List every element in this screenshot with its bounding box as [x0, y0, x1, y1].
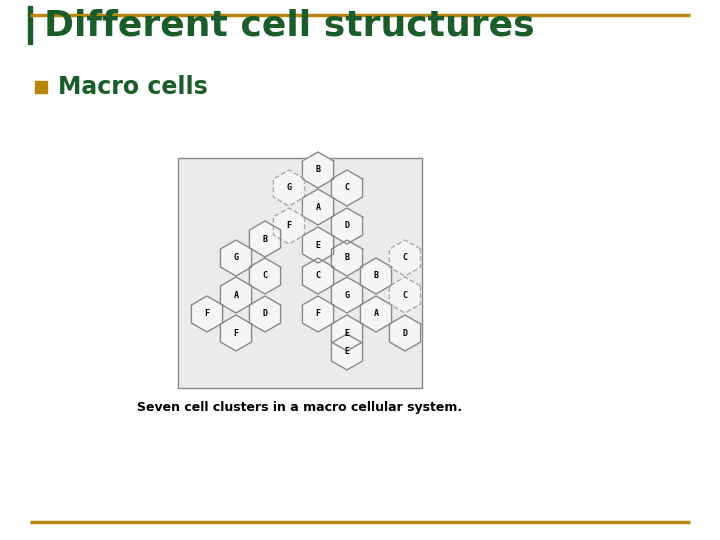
Polygon shape — [331, 208, 363, 244]
Polygon shape — [302, 296, 333, 332]
Text: E: E — [344, 348, 349, 356]
Text: A: A — [315, 202, 320, 212]
Text: F: F — [233, 328, 238, 338]
Polygon shape — [390, 277, 420, 313]
Text: Seven cell clusters in a macro cellular system.: Seven cell clusters in a macro cellular … — [138, 402, 462, 415]
Text: E: E — [315, 240, 320, 249]
Polygon shape — [302, 189, 333, 225]
Polygon shape — [220, 277, 251, 313]
Text: F: F — [204, 309, 210, 319]
Polygon shape — [331, 170, 363, 206]
Text: B: B — [315, 165, 320, 174]
Polygon shape — [331, 277, 363, 313]
Text: B: B — [374, 272, 379, 280]
Polygon shape — [331, 334, 363, 370]
Text: Macro cells: Macro cells — [58, 75, 208, 99]
Polygon shape — [331, 315, 363, 351]
Text: E: E — [344, 328, 349, 338]
Text: D: D — [263, 309, 268, 319]
Polygon shape — [249, 258, 281, 294]
Polygon shape — [390, 240, 420, 276]
Polygon shape — [302, 227, 333, 263]
Polygon shape — [220, 315, 251, 351]
Text: F: F — [315, 309, 320, 319]
Text: C: C — [344, 184, 349, 192]
Text: G: G — [287, 184, 292, 192]
Polygon shape — [274, 208, 305, 244]
Bar — [28, 6, 32, 44]
Text: D: D — [344, 221, 349, 231]
Polygon shape — [249, 296, 281, 332]
Text: C: C — [315, 272, 320, 280]
Polygon shape — [220, 240, 251, 276]
Polygon shape — [390, 315, 420, 351]
Text: G: G — [233, 253, 238, 262]
Polygon shape — [361, 258, 392, 294]
Polygon shape — [302, 152, 333, 188]
Text: A: A — [233, 291, 238, 300]
Text: B: B — [344, 253, 349, 262]
Polygon shape — [274, 170, 305, 206]
Text: F: F — [287, 221, 292, 231]
Bar — [178, 158, 422, 388]
Text: D: D — [402, 328, 408, 338]
Polygon shape — [192, 296, 222, 332]
Polygon shape — [361, 296, 392, 332]
Text: C: C — [402, 291, 408, 300]
Text: C: C — [402, 253, 408, 262]
Text: B: B — [263, 234, 268, 244]
Text: C: C — [263, 272, 268, 280]
Text: G: G — [344, 291, 349, 300]
Polygon shape — [331, 240, 363, 276]
Text: A: A — [374, 309, 379, 319]
Polygon shape — [302, 258, 333, 294]
Polygon shape — [249, 221, 281, 257]
Bar — [35, 81, 47, 93]
Text: Different cell structures: Different cell structures — [44, 8, 535, 42]
